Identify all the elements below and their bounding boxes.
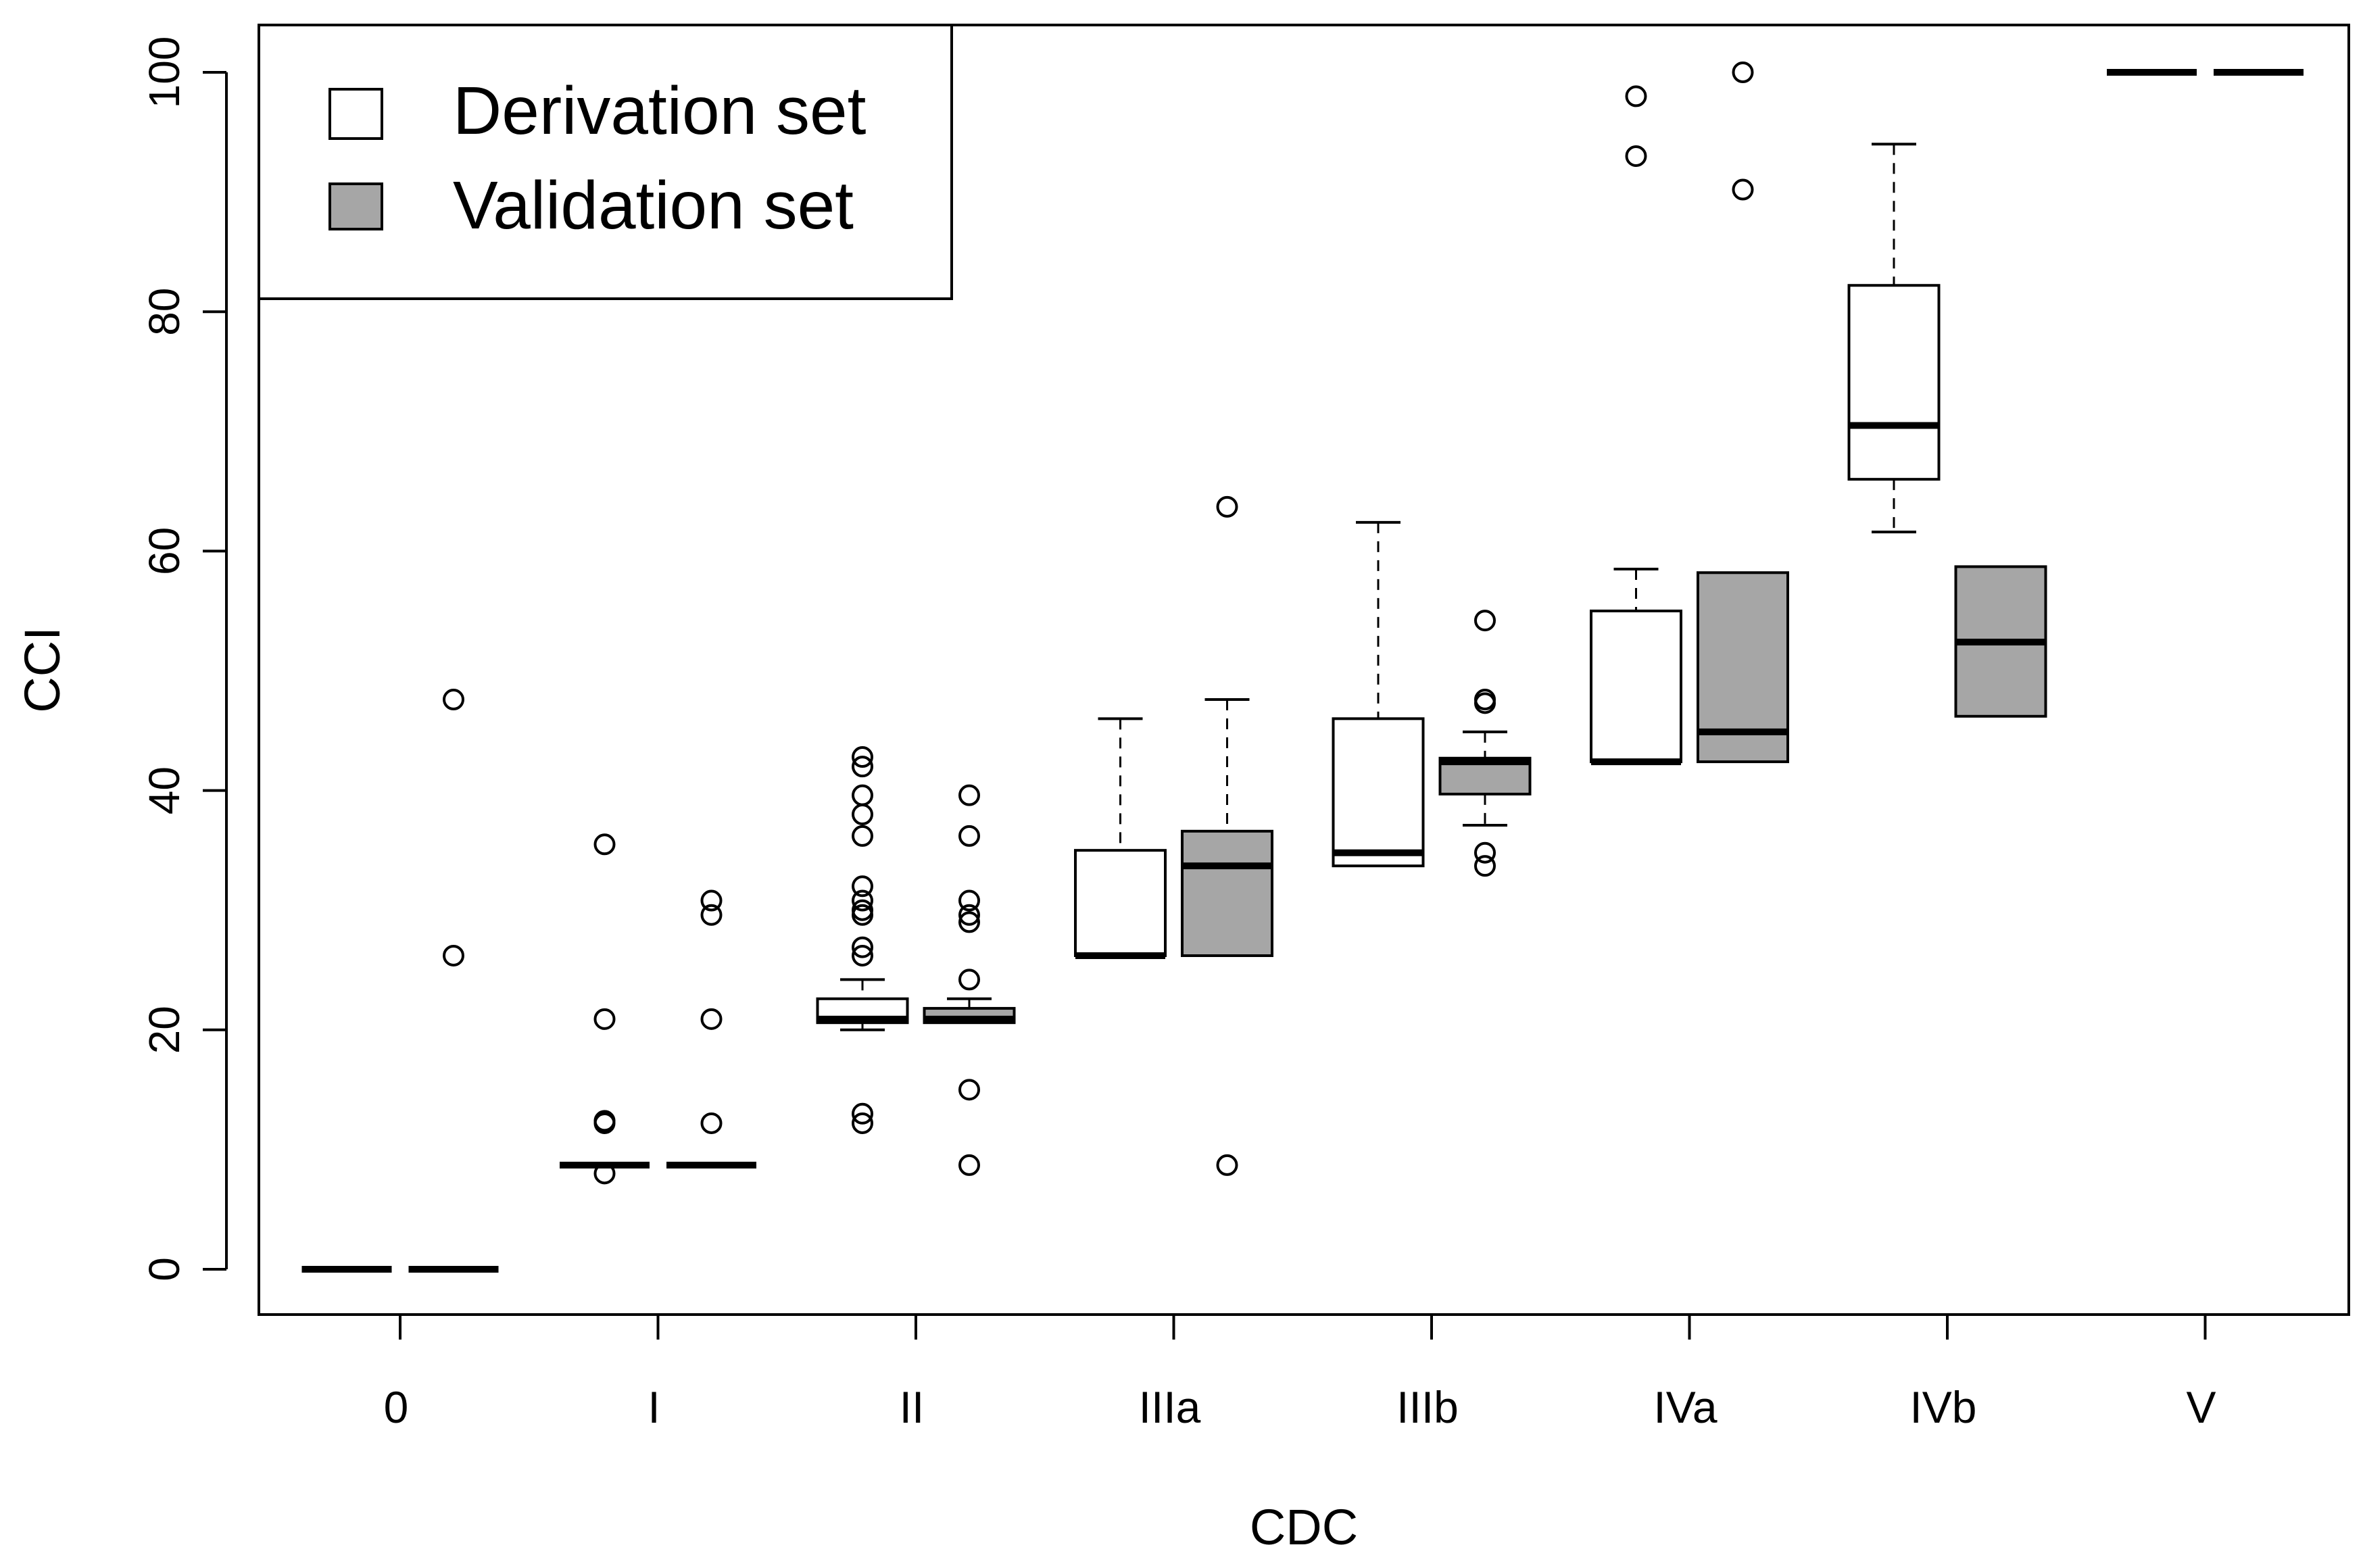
plot-frame: [258, 24, 2350, 1316]
legend-label-validation: Validation set: [453, 168, 854, 243]
box-derivation-IIIb: [1332, 520, 1425, 868]
y-tick-label: 60: [140, 527, 189, 575]
outlier-point: [958, 911, 980, 933]
x-tick-label: V: [2186, 1382, 2216, 1432]
outlier-point: [852, 899, 873, 921]
outlier-point: [852, 889, 873, 912]
y-axis-label: CCI: [14, 627, 70, 712]
y-tick-label: 40: [140, 766, 189, 814]
iqr-box: [1590, 609, 1682, 764]
outlier-point: [1474, 855, 1496, 877]
legend-swatch-derivation: [328, 88, 383, 140]
outlier-point: [1216, 1154, 1238, 1176]
box-derivation-IIIa: [1074, 717, 1167, 959]
x-tick-label: IVb: [1909, 1382, 1976, 1432]
outlier-point: [1732, 62, 1754, 83]
outlier-point: [852, 804, 873, 826]
outlier-point: [852, 1112, 873, 1134]
outlier-point: [958, 1154, 980, 1176]
box-validation-II: [923, 784, 1016, 1176]
box-validation-IVb: [1954, 565, 2047, 718]
outlier-point: [593, 1110, 616, 1132]
legend-swatch-validation: [328, 182, 383, 230]
y-tick-label: 100: [140, 36, 189, 109]
y-axis: 0 20 40 60 80 100: [140, 36, 228, 1281]
box-derivation-IVb: [1847, 143, 1941, 534]
iqr-box: [1181, 829, 1273, 957]
outlier-point: [852, 875, 873, 898]
legend-frame: [258, 24, 953, 300]
box-validation-0: [408, 689, 499, 1273]
outlier-point: [700, 1008, 723, 1030]
legend-label-derivation: Derivation set: [453, 73, 867, 149]
y-tick-label: 0: [140, 1257, 189, 1281]
box-derivation-II: [816, 746, 909, 1134]
outlier-point: [443, 689, 464, 711]
outlier-point: [1216, 495, 1238, 518]
box-derivation-IVa: [1590, 85, 1682, 766]
outlier-point: [958, 784, 980, 806]
outlier-point: [958, 1079, 980, 1101]
outlier-point: [593, 1008, 616, 1030]
outlier-point: [1625, 145, 1647, 167]
box-validation-IIIa: [1181, 495, 1273, 1176]
outlier-point: [852, 944, 873, 966]
x-tick-label: IVa: [1653, 1382, 1717, 1432]
outlier-point: [852, 784, 873, 806]
iqr-box: [1847, 284, 1941, 481]
outlier-point: [700, 889, 723, 912]
outlier-point: [852, 756, 873, 778]
x-tick-label: II: [900, 1382, 925, 1432]
outlier-point: [852, 1102, 873, 1125]
outlier-point: [958, 825, 980, 847]
x-tick-label: IIIb: [1396, 1382, 1459, 1432]
x-tick-label: 0: [384, 1382, 409, 1432]
outlier-point: [958, 904, 980, 926]
outlier-point: [593, 833, 616, 856]
box-validation-IVa: [1697, 62, 1789, 764]
box-series: [301, 62, 2304, 1273]
y-tick-label: 20: [140, 1006, 189, 1054]
outlier-point: [958, 889, 980, 912]
outlier-point: [593, 1162, 616, 1185]
outlier-point: [1732, 178, 1754, 201]
outlier-point: [1474, 841, 1496, 864]
x-axis-label: CDC: [1250, 1499, 1358, 1555]
iqr-box: [1074, 849, 1167, 957]
outlier-point: [852, 746, 873, 768]
outlier-point: [1474, 610, 1496, 632]
x-tick-label: IIIa: [1139, 1382, 1201, 1432]
outlier-point: [852, 936, 873, 958]
box-derivation-I: [560, 833, 650, 1185]
outlier-point: [443, 944, 464, 966]
legend: Derivation set Validation set: [258, 24, 953, 300]
outlier-point: [1625, 85, 1647, 107]
outlier-point: [852, 825, 873, 847]
x-tick-label: I: [648, 1382, 660, 1432]
box-validation-IIIb: [1438, 610, 1532, 877]
y-tick-label: 80: [140, 288, 189, 336]
outlier-point: [700, 904, 723, 926]
outlier-point: [700, 1112, 723, 1134]
x-axis: 0 I II IIIa IIIb IVa IVb V: [384, 1313, 2216, 1432]
outlier-point: [1474, 689, 1496, 711]
outlier-point: [958, 969, 980, 991]
box-validation-I: [666, 889, 756, 1169]
iqr-box: [1332, 717, 1425, 868]
